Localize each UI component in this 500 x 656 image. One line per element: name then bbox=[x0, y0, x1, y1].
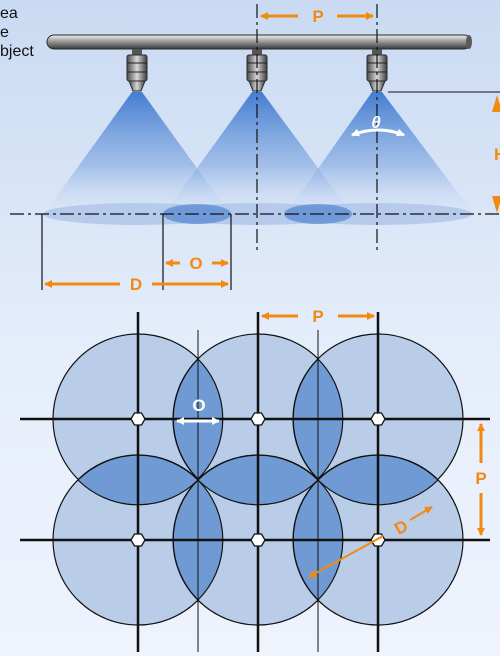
pitch-label-plan-vertical: P bbox=[475, 469, 486, 488]
spray-cone-3 bbox=[286, 92, 474, 214]
overlap-dimension: O bbox=[165, 254, 229, 273]
pitch-dimension-top: P bbox=[260, 7, 374, 26]
overlap-label: O bbox=[189, 254, 202, 273]
nozzle-marker-r1c1 bbox=[130, 412, 146, 426]
clipped-side-text: ea e bject bbox=[0, 4, 34, 61]
plan-view: P P O D bbox=[20, 307, 490, 652]
nozzle-marker-r2c1 bbox=[130, 533, 146, 547]
height-label: H bbox=[494, 145, 500, 164]
center-lines bbox=[10, 4, 500, 290]
overlap-label-plan: O bbox=[192, 396, 205, 415]
overlap-dimension-plan: O bbox=[176, 396, 220, 425]
header-pipe bbox=[46, 34, 472, 50]
pitch-dimension-plan-horizontal: P bbox=[261, 307, 375, 326]
pitch-label-top: P bbox=[312, 7, 323, 26]
side-view: P θ H O D bbox=[10, 4, 500, 294]
nozzle-marker-r1c3 bbox=[370, 412, 386, 426]
spray-cone-1 bbox=[44, 92, 230, 214]
angle-label: θ bbox=[371, 113, 381, 132]
spray-cones bbox=[44, 92, 474, 214]
diameter-label: D bbox=[130, 275, 142, 294]
diameter-dimension: D bbox=[44, 275, 229, 294]
height-dimension: H bbox=[492, 95, 500, 213]
spray-cone-2 bbox=[164, 92, 352, 214]
pitch-dimension-plan-vertical: P bbox=[475, 423, 487, 536]
nozzle-marker-r2c3 bbox=[370, 533, 386, 547]
nozzle-marker-r2c2 bbox=[250, 533, 266, 547]
spray-angle-dimension: θ bbox=[351, 113, 405, 137]
clipped-text-line-1: ea bbox=[0, 5, 18, 22]
clipped-text-line-2: e bbox=[0, 24, 9, 41]
nozzle-1 bbox=[126, 49, 148, 92]
clipped-text-line-3: bject bbox=[0, 43, 34, 60]
nozzle-marker-r1c2 bbox=[250, 412, 266, 426]
pitch-label-plan-horizontal: P bbox=[312, 307, 323, 326]
